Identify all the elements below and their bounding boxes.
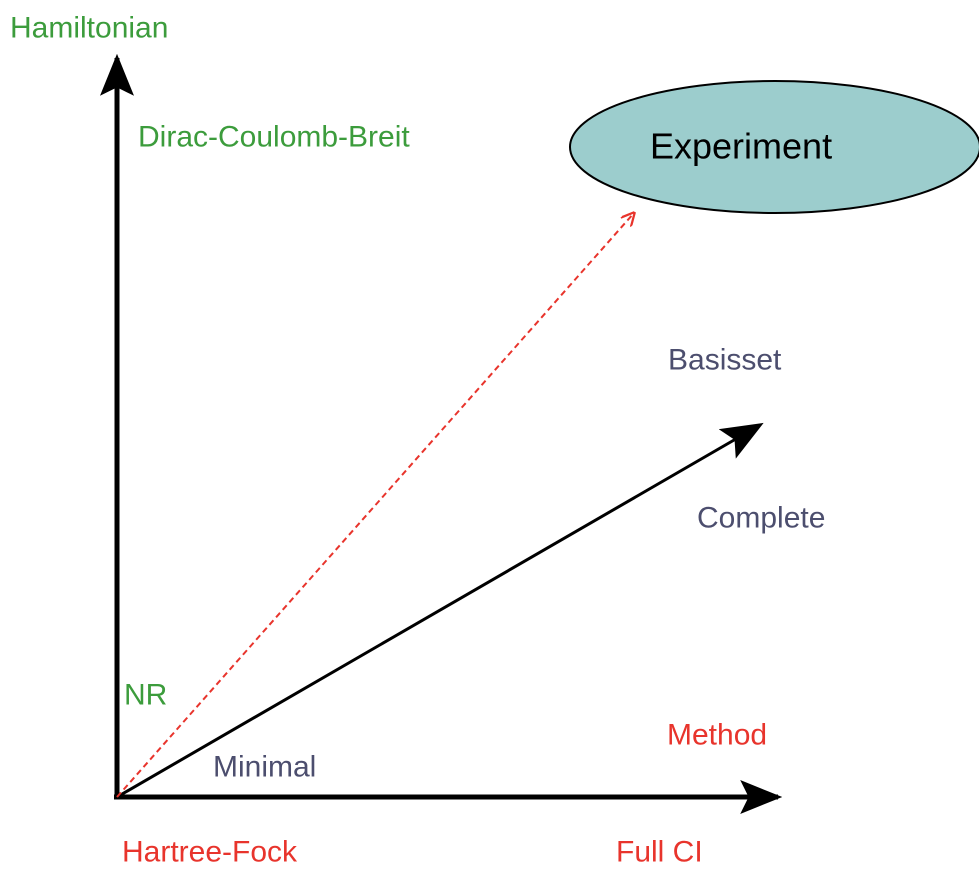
method-high: Full CI bbox=[616, 836, 703, 869]
basis-low: Minimal bbox=[213, 751, 316, 784]
hamiltonian-high: Dirac-Coulomb-Breit bbox=[138, 121, 410, 154]
hamiltonian-low: NR bbox=[124, 679, 167, 712]
experiment-ellipse bbox=[569, 80, 979, 214]
target-arrow bbox=[116, 213, 634, 798]
basis-label: Basisset bbox=[668, 344, 782, 377]
basis-high: Complete bbox=[697, 502, 825, 535]
method-label: Method bbox=[667, 719, 767, 752]
basis-axis bbox=[116, 422, 764, 799]
hamiltonian-label: Hamiltonian bbox=[10, 12, 168, 45]
method-low: Hartree-Fock bbox=[122, 836, 298, 869]
target-label: Experiment bbox=[650, 126, 832, 167]
